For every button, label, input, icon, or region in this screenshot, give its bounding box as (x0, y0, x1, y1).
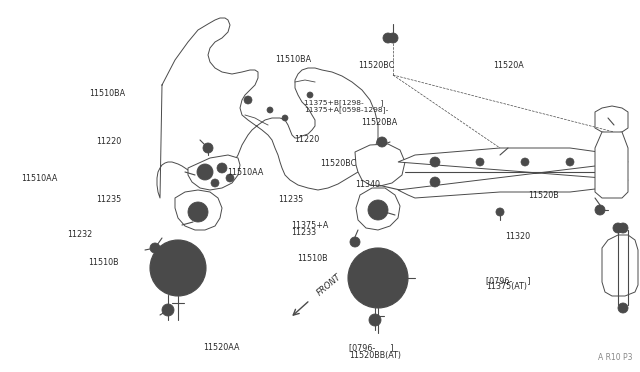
Circle shape (188, 202, 208, 222)
Circle shape (267, 107, 273, 113)
Circle shape (621, 226, 625, 230)
Text: 11375+A[0598-1298]-: 11375+A[0598-1298]- (304, 106, 388, 113)
Circle shape (476, 158, 484, 166)
Circle shape (383, 33, 393, 43)
Circle shape (388, 33, 398, 43)
Polygon shape (595, 106, 628, 134)
Text: A R10 P3: A R10 P3 (598, 353, 632, 362)
Text: [0796-      ]: [0796- ] (349, 343, 394, 352)
Text: 11520BC: 11520BC (358, 61, 395, 70)
Text: FRONT: FRONT (315, 273, 343, 298)
Text: 11375+A: 11375+A (291, 221, 328, 230)
Circle shape (368, 200, 388, 220)
Circle shape (165, 307, 171, 313)
Text: 11520BB(AT): 11520BB(AT) (349, 351, 401, 360)
Circle shape (521, 158, 529, 166)
Circle shape (193, 207, 203, 217)
Text: [0796-      ]: [0796- ] (486, 276, 531, 285)
Circle shape (613, 223, 623, 233)
Polygon shape (356, 188, 400, 230)
Circle shape (391, 36, 396, 40)
Text: 11510B: 11510B (298, 254, 328, 263)
Circle shape (150, 240, 206, 296)
Text: 11233: 11233 (291, 228, 316, 237)
Circle shape (153, 246, 157, 250)
Circle shape (370, 270, 386, 286)
Circle shape (150, 243, 160, 253)
Circle shape (244, 96, 252, 104)
Circle shape (598, 208, 602, 212)
Text: 11510BA: 11510BA (89, 89, 125, 97)
Circle shape (498, 210, 502, 214)
Polygon shape (355, 144, 405, 186)
Circle shape (353, 240, 357, 244)
Text: 11375(AT): 11375(AT) (486, 282, 527, 291)
Circle shape (380, 140, 384, 144)
Circle shape (348, 248, 408, 308)
Text: 11220: 11220 (294, 135, 319, 144)
Polygon shape (595, 132, 628, 198)
Text: 11235: 11235 (278, 195, 303, 203)
Circle shape (430, 177, 440, 187)
Text: 11232: 11232 (68, 230, 93, 239)
Circle shape (618, 303, 628, 313)
Circle shape (217, 163, 227, 173)
Circle shape (430, 157, 440, 167)
Circle shape (350, 237, 360, 247)
Circle shape (211, 179, 219, 187)
Circle shape (307, 92, 313, 98)
Circle shape (618, 223, 628, 233)
Polygon shape (398, 148, 628, 198)
Text: 11520B: 11520B (528, 191, 559, 200)
Circle shape (197, 164, 213, 180)
Circle shape (373, 205, 383, 215)
Circle shape (226, 174, 234, 182)
Circle shape (496, 208, 504, 216)
Text: 11520BC: 11520BC (320, 159, 356, 168)
Polygon shape (175, 190, 222, 230)
Polygon shape (602, 235, 638, 296)
Text: 11510AA: 11510AA (227, 169, 264, 177)
Circle shape (372, 317, 378, 323)
Text: 11520A: 11520A (493, 61, 524, 70)
Circle shape (386, 36, 390, 40)
Circle shape (595, 205, 605, 215)
Text: 11375+B[1298-       ]: 11375+B[1298- ] (304, 99, 383, 106)
Circle shape (170, 260, 186, 276)
Text: 11320: 11320 (506, 232, 531, 241)
Text: 11520BA: 11520BA (362, 118, 398, 127)
Circle shape (203, 143, 213, 153)
Text: 11235: 11235 (97, 195, 122, 203)
Circle shape (616, 226, 620, 230)
Circle shape (621, 306, 625, 310)
Text: 11510B: 11510B (88, 258, 118, 267)
Circle shape (369, 314, 381, 326)
Text: 11220: 11220 (97, 137, 122, 146)
Circle shape (160, 250, 196, 286)
Circle shape (377, 137, 387, 147)
Text: 11510AA: 11510AA (21, 174, 58, 183)
Circle shape (359, 259, 397, 297)
Circle shape (162, 304, 174, 316)
Text: 11520AA: 11520AA (204, 343, 240, 352)
Text: 11340: 11340 (355, 180, 380, 189)
Circle shape (566, 158, 574, 166)
Circle shape (282, 115, 288, 121)
Polygon shape (188, 155, 240, 190)
Text: 11510BA: 11510BA (275, 55, 311, 64)
Circle shape (205, 146, 211, 150)
